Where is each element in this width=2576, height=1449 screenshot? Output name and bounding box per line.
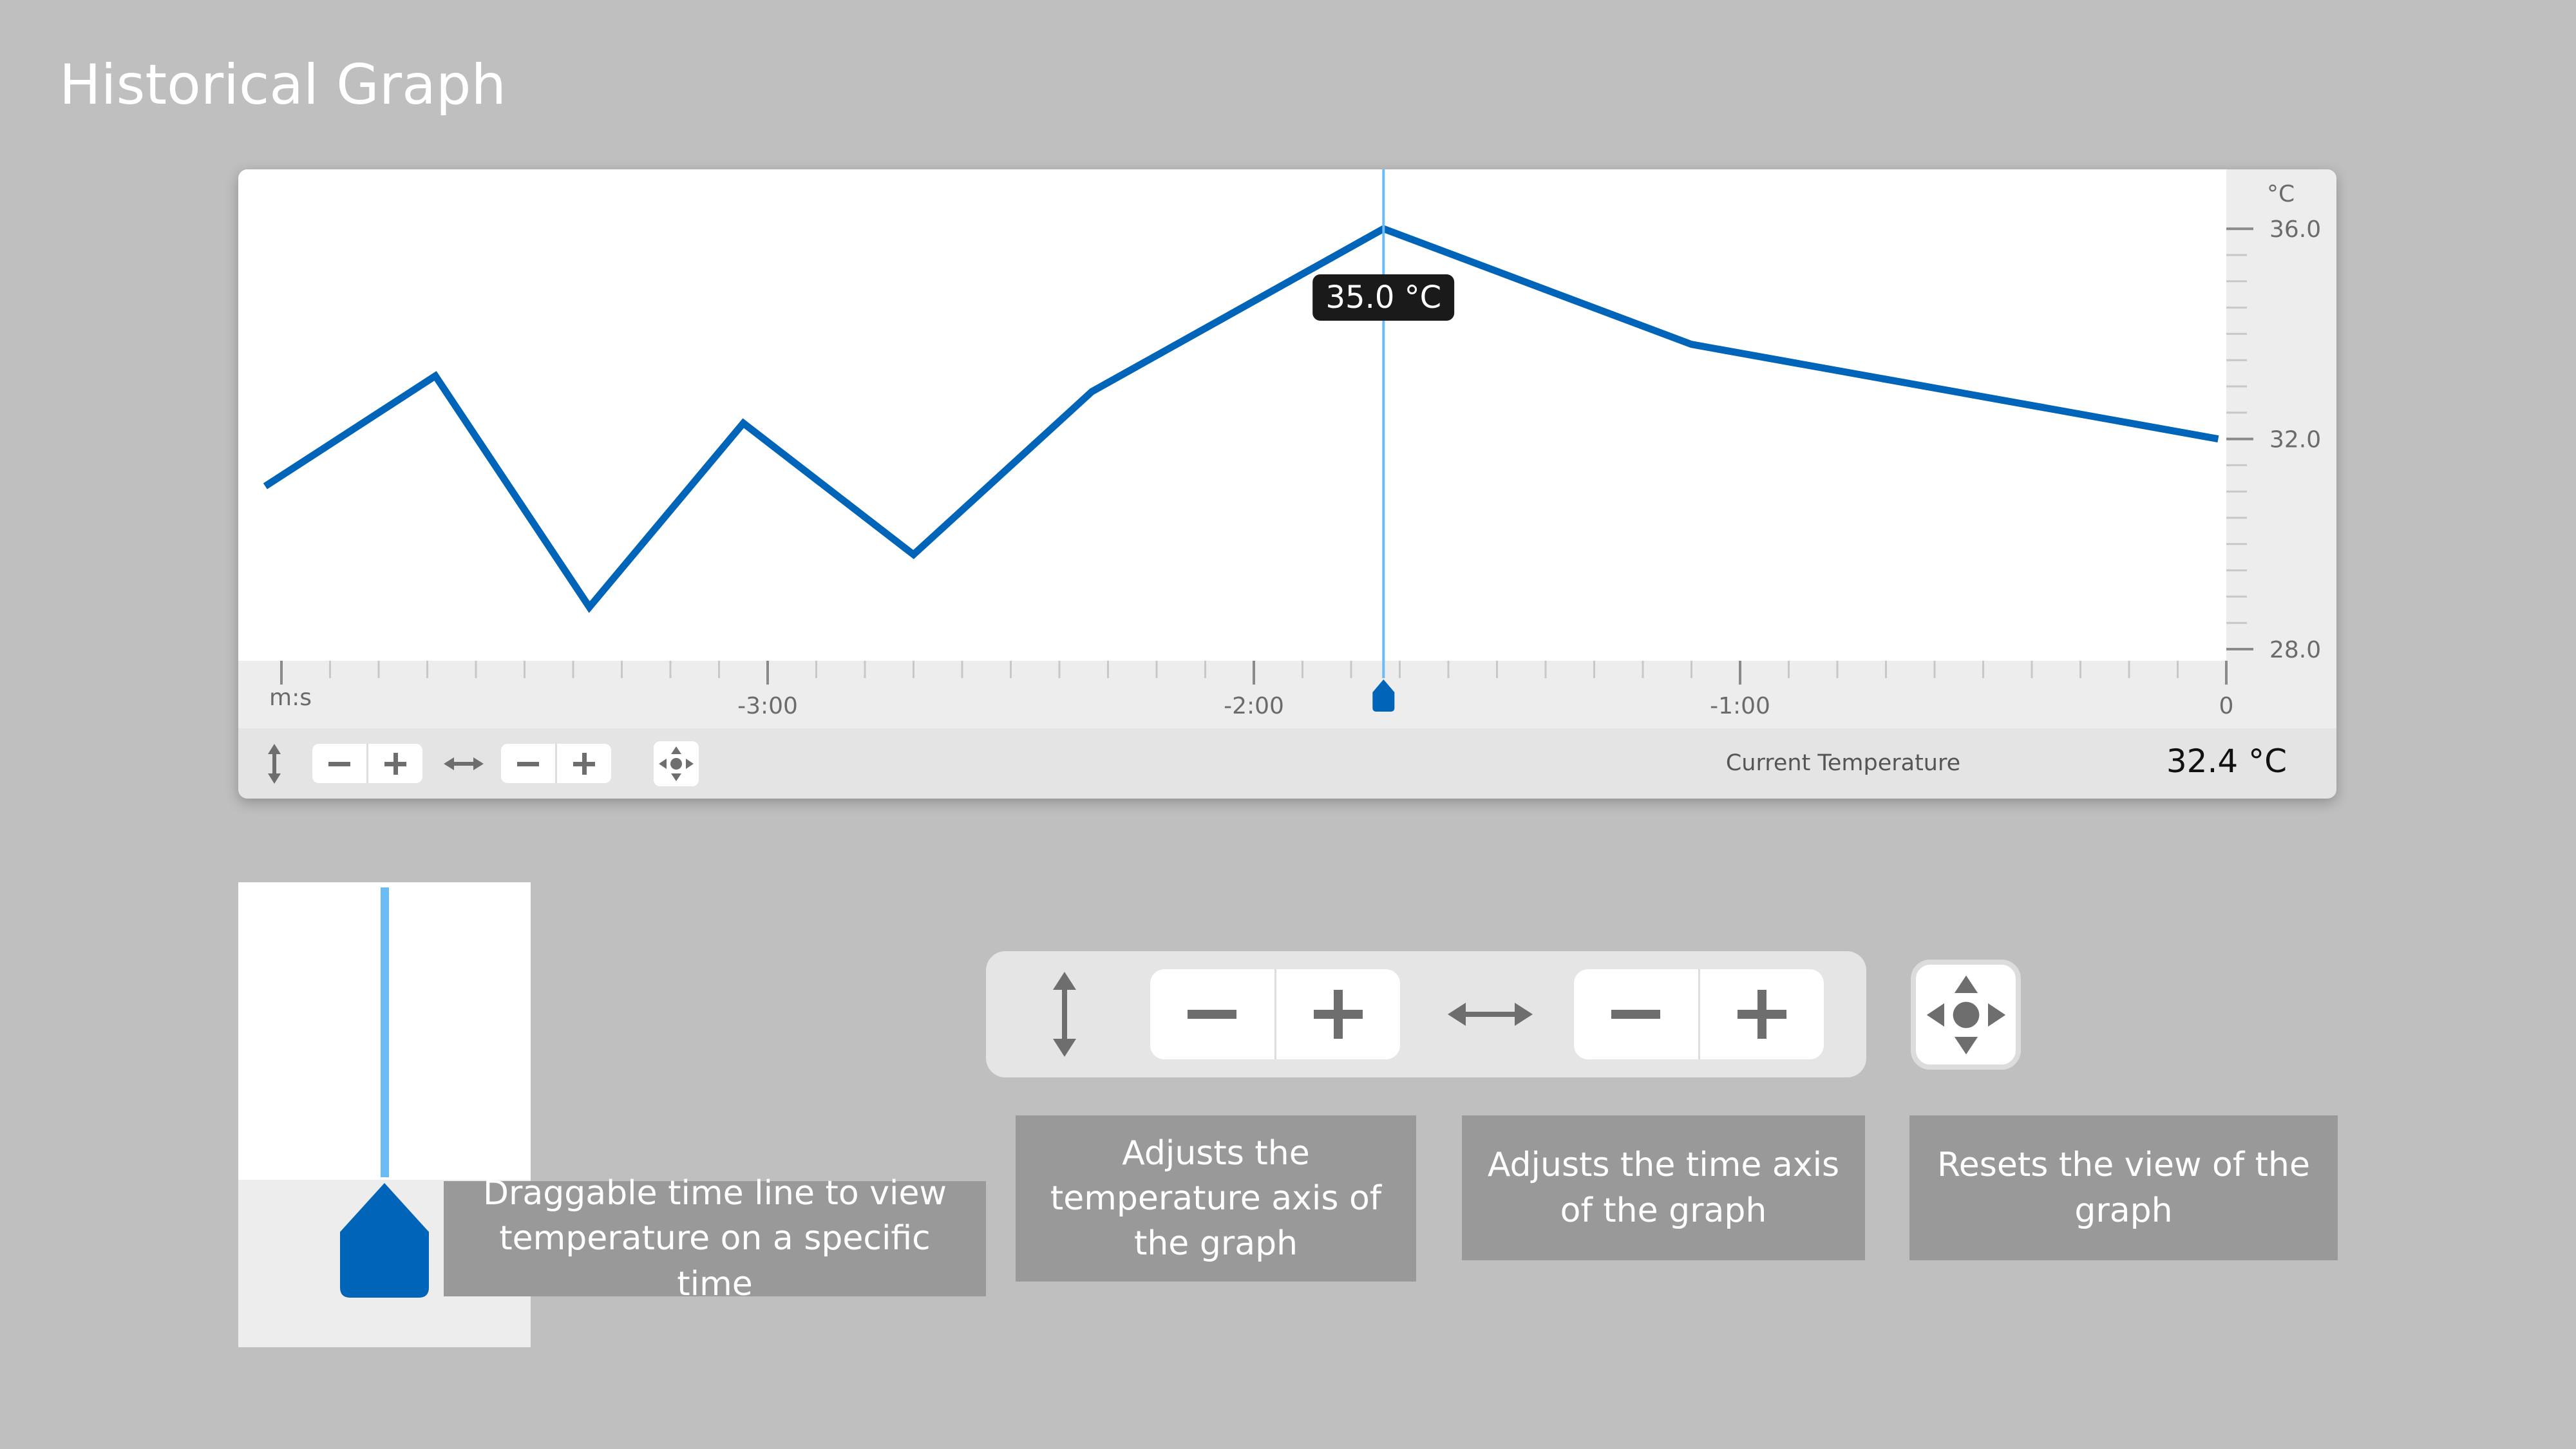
y-tick-label: 32.0 <box>2269 427 2321 453</box>
plus-icon <box>573 752 595 775</box>
reset-annotation: Resets the view of the graph <box>1909 1115 2338 1260</box>
horizontal-arrow-icon <box>444 757 484 770</box>
timeline-annotation: Draggable time line to view temperature … <box>444 1174 986 1303</box>
x-tick-label: -2:00 <box>1224 693 1284 719</box>
current-temperature-value: 32.4 °C <box>2166 743 2287 780</box>
temperature-zoom-in-button[interactable] <box>1274 969 1401 1059</box>
reset-view-icon <box>1926 975 2005 1054</box>
x-tick-label: 0 <box>2219 693 2234 719</box>
toolbar-detail-illustration <box>986 951 1866 1077</box>
reset-view-button[interactable] <box>1911 960 2021 1070</box>
vertical-arrow-icon <box>268 744 281 784</box>
vertical-arrow-icon <box>1053 972 1076 1057</box>
time-axis <box>238 661 2226 728</box>
current-temperature-label: Current Temperature <box>1725 750 1961 776</box>
time-axis-annotation: Adjusts the time axis of the graph <box>1462 1115 1865 1260</box>
x-tick-label: -3:00 <box>737 693 798 719</box>
horizontal-arrow-icon <box>1448 1003 1533 1026</box>
temperature-zoom-in-button[interactable] <box>366 744 422 783</box>
y-tick-label: 36.0 <box>2269 216 2321 243</box>
minus-icon <box>1188 1010 1237 1019</box>
time-zoom-in-button[interactable] <box>1698 969 1824 1059</box>
line-chart: 36.0 32.0 28.0 -3:00 -2:00 -1:00 0 °C m:s <box>263 169 2321 719</box>
x-unit-label: m:s <box>269 685 312 711</box>
time-cursor-line <box>381 887 389 1177</box>
plus-icon <box>1313 990 1363 1039</box>
time-cursor-handle <box>340 1183 429 1298</box>
minus-icon <box>1611 1010 1661 1019</box>
time-zoom-out-button[interactable] <box>1574 969 1698 1059</box>
temperature-axis <box>2226 169 2336 728</box>
time-cursor-handle[interactable] <box>1372 679 1395 712</box>
temperature-zoom-out-button[interactable] <box>1150 969 1274 1059</box>
plus-icon <box>384 752 406 775</box>
time-zoom-out-button[interactable] <box>501 744 555 783</box>
graph-toolbar: Current Temperature 32.4 °C <box>238 728 2336 799</box>
temperature-zoom-group <box>1150 969 1400 1059</box>
x-tick-label: -1:00 <box>1710 693 1770 719</box>
historical-graph-card: 36.0 32.0 28.0 -3:00 -2:00 -1:00 0 °C m:s 35.0… <box>238 169 2336 799</box>
timeline-detail-illustration <box>238 882 531 1347</box>
time-zoom-group <box>501 744 611 783</box>
minus-icon <box>517 761 539 766</box>
time-zoom-in-button[interactable] <box>555 744 611 783</box>
time-zoom-group <box>1574 969 1824 1059</box>
y-tick-label: 28.0 <box>2269 637 2321 663</box>
reset-view-icon <box>659 746 694 781</box>
reset-view-button[interactable] <box>654 741 699 786</box>
temperature-zoom-out-button[interactable] <box>312 744 366 783</box>
temperature-axis-annotation: Adjusts the temperature axis of the grap… <box>1016 1115 1416 1282</box>
temperature-zoom-group <box>312 744 422 783</box>
temperature-series-line <box>263 225 2219 613</box>
cursor-value-tooltip: 35.0 °C <box>1312 274 1455 321</box>
plus-icon <box>1737 990 1786 1039</box>
page-title: Historical Graph <box>59 53 506 117</box>
y-unit-label: °C <box>2267 181 2295 207</box>
minus-icon <box>328 761 350 766</box>
